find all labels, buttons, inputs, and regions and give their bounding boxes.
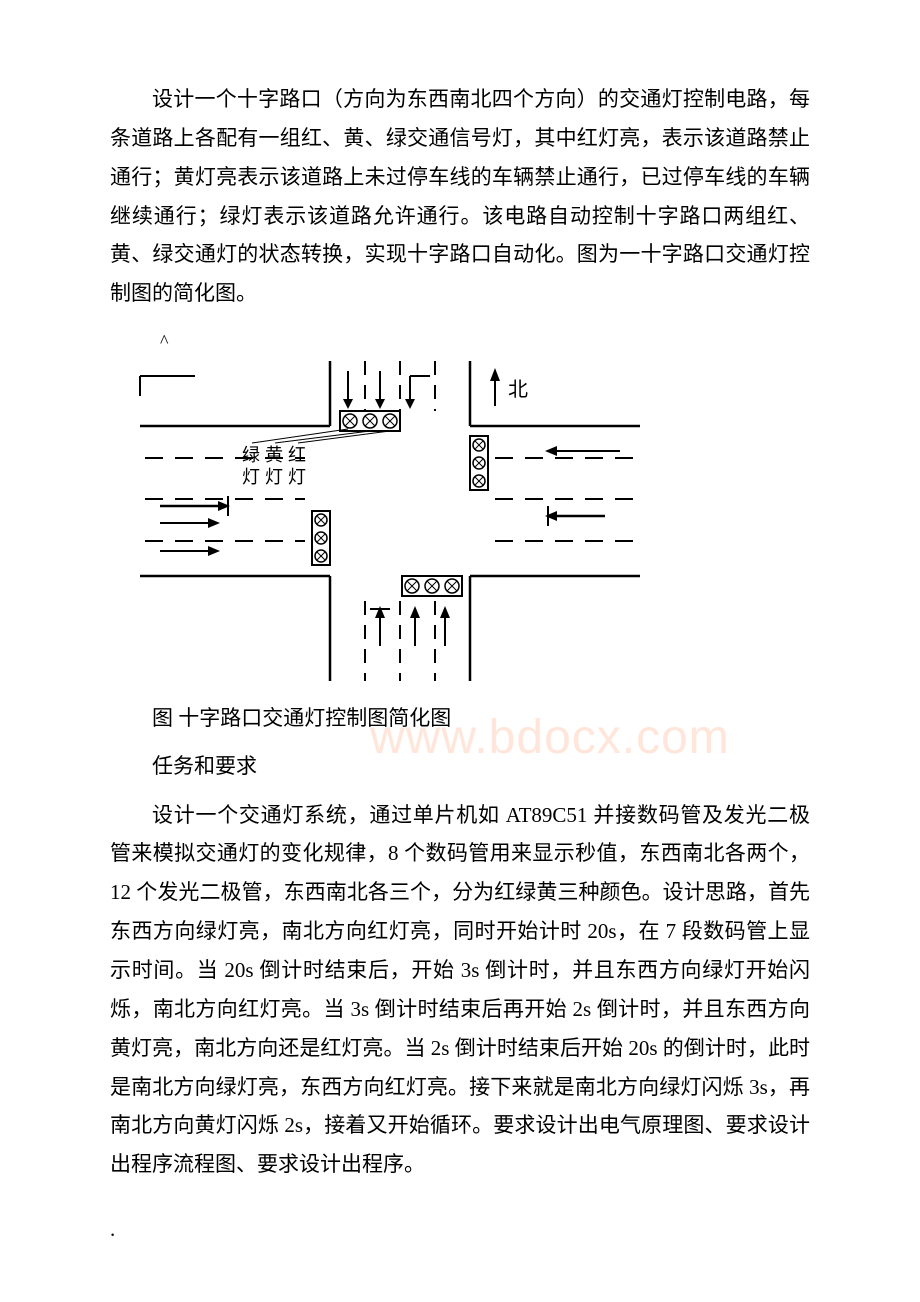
intersection-diagram: 北 绿 黄 红 灯 灯 灯 (130, 351, 650, 691)
lamp-label-2: 灯 (265, 467, 283, 487)
lamp-label-1: 灯 (242, 467, 260, 487)
subheading-tasks: 任务和要求 (110, 747, 810, 786)
red-label: 红 (288, 445, 306, 465)
figure-caption: 图 十字路口交通灯控制图简化图 (110, 701, 810, 737)
caret-symbol: ^ (160, 331, 168, 352)
yellow-label: 黄 (265, 445, 283, 465)
paragraph-2: 设计一个交通灯系统，通过单片机如 AT89C51 并接数码管及发光二极管来模拟交… (110, 796, 810, 1184)
lamp-label-3: 灯 (288, 467, 306, 487)
paragraph-1: 设计一个十字路口（方向为东西南北四个方向）的交通灯控制电路，每条道路上各配有一组… (110, 80, 810, 313)
bottom-dot: . (110, 1217, 115, 1242)
green-label: 绿 (242, 445, 260, 465)
north-label: 北 (508, 378, 528, 401)
intersection-diagram-container: ^ (130, 331, 650, 691)
